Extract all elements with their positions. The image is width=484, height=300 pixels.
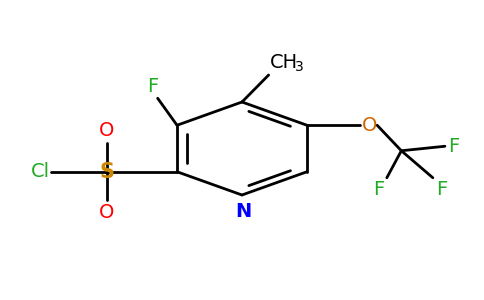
Text: O: O [99, 203, 115, 222]
Text: Cl: Cl [30, 162, 50, 181]
Text: S: S [99, 162, 114, 182]
Text: N: N [235, 202, 252, 221]
Text: F: F [373, 180, 384, 199]
Text: F: F [436, 180, 447, 199]
Text: 3: 3 [295, 60, 304, 74]
Text: F: F [448, 137, 459, 156]
Text: O: O [362, 116, 377, 135]
Text: F: F [147, 77, 158, 96]
Text: O: O [99, 121, 115, 140]
Text: CH: CH [270, 53, 298, 72]
